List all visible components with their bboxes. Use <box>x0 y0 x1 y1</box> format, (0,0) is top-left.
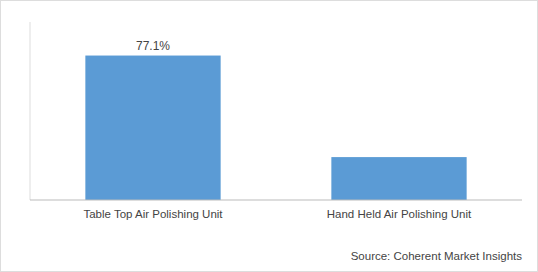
chart-container: Table Top Air Polishing Unit Hand Held Ai… <box>0 0 538 272</box>
bar <box>85 56 220 200</box>
y-axis-line <box>30 22 31 200</box>
x-tick-label: Hand Held Air Polishing Unit <box>327 208 472 220</box>
source-note: Source: Coherent Market Insights <box>351 250 523 262</box>
data-label: 77.1% <box>136 39 170 53</box>
background <box>1 1 538 272</box>
x-tick-label: Table Top Air Polishing Unit <box>83 208 223 220</box>
bars <box>85 56 466 200</box>
chart: Table Top Air Polishing Unit Hand Held Ai… <box>0 0 538 272</box>
bar <box>331 157 466 200</box>
x-axis-line <box>30 200 522 201</box>
